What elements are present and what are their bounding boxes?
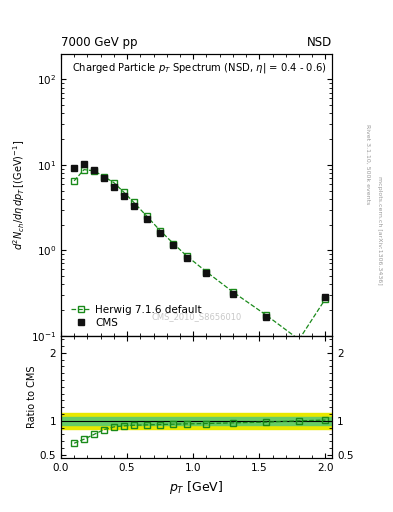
Line: Herwig 7.1.6 default: Herwig 7.1.6 default bbox=[71, 166, 329, 343]
CMS bbox=[92, 167, 96, 173]
Herwig 7.1.6 default bbox=[158, 227, 162, 233]
Herwig 7.1.6 default bbox=[264, 312, 268, 318]
CMS bbox=[184, 254, 189, 261]
Text: 7000 GeV pp: 7000 GeV pp bbox=[61, 36, 138, 49]
CMS bbox=[323, 294, 328, 301]
Line: CMS: CMS bbox=[71, 161, 329, 345]
X-axis label: $p_T$ [GeV]: $p_T$ [GeV] bbox=[169, 479, 224, 496]
CMS bbox=[204, 270, 209, 276]
CMS bbox=[112, 184, 116, 190]
Bar bbox=[61, 417, 332, 425]
Y-axis label: Ratio to CMS: Ratio to CMS bbox=[27, 366, 37, 428]
CMS bbox=[131, 203, 136, 209]
CMS bbox=[145, 216, 149, 222]
CMS bbox=[101, 175, 106, 181]
Text: Rivet 3.1.10, 500k events: Rivet 3.1.10, 500k events bbox=[365, 124, 370, 204]
Herwig 7.1.6 default bbox=[72, 178, 77, 184]
Herwig 7.1.6 default bbox=[204, 269, 209, 275]
CMS bbox=[231, 291, 235, 297]
CMS bbox=[264, 314, 268, 320]
Herwig 7.1.6 default bbox=[323, 296, 328, 302]
CMS bbox=[121, 193, 126, 199]
Legend: Herwig 7.1.6 default, CMS: Herwig 7.1.6 default, CMS bbox=[69, 303, 204, 330]
Bar bbox=[61, 413, 332, 429]
CMS bbox=[171, 242, 176, 248]
CMS bbox=[72, 164, 77, 170]
Y-axis label: $d^2N_{ch}/d\eta\, dp_T\, \mathrm{[(GeV)^{-1}]}$: $d^2N_{ch}/d\eta\, dp_T\, \mathrm{[(GeV)… bbox=[11, 140, 26, 250]
CMS bbox=[82, 161, 86, 167]
Herwig 7.1.6 default bbox=[112, 180, 116, 186]
Herwig 7.1.6 default bbox=[184, 253, 189, 259]
Herwig 7.1.6 default bbox=[92, 168, 96, 174]
Text: CMS_2010_S8656010: CMS_2010_S8656010 bbox=[151, 312, 242, 322]
Herwig 7.1.6 default bbox=[121, 189, 126, 195]
Herwig 7.1.6 default bbox=[297, 336, 301, 343]
Herwig 7.1.6 default bbox=[145, 213, 149, 219]
Herwig 7.1.6 default bbox=[231, 289, 235, 295]
CMS bbox=[158, 230, 162, 236]
Text: NSD: NSD bbox=[307, 36, 332, 49]
Herwig 7.1.6 default bbox=[171, 241, 176, 247]
Text: Charged Particle $p_T$ Spectrum (NSD, $\eta$| = 0.4 - 0.6): Charged Particle $p_T$ Spectrum (NSD, $\… bbox=[72, 61, 327, 75]
CMS bbox=[297, 338, 301, 345]
Herwig 7.1.6 default bbox=[82, 166, 86, 173]
Herwig 7.1.6 default bbox=[131, 199, 136, 205]
Text: mcplots.cern.ch [arXiv:1306.3436]: mcplots.cern.ch [arXiv:1306.3436] bbox=[377, 176, 382, 285]
Herwig 7.1.6 default bbox=[101, 174, 106, 180]
